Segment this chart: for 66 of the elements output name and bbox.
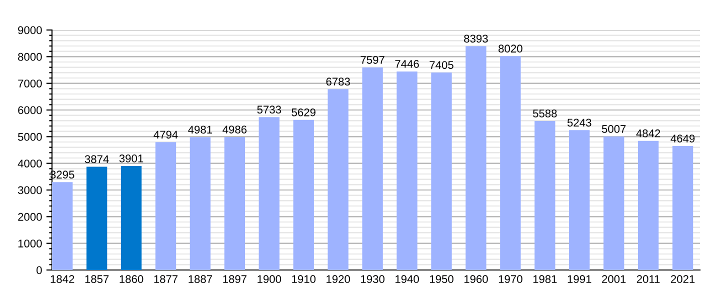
x-tick-label: 2011 [636, 275, 660, 284]
data-label: 5588 [532, 110, 557, 118]
bar [534, 120, 556, 270]
x-tick-label: 1900 [258, 275, 282, 284]
bar [603, 136, 624, 270]
data-label: 5243 [567, 118, 592, 127]
x-tick-label: 1970 [498, 275, 522, 284]
bar [258, 117, 280, 270]
data-label: 7597 [360, 56, 384, 64]
y-tick-label: 8000 [18, 52, 42, 61]
x-tick-label: 1887 [188, 275, 212, 284]
x-tick-label: 1960 [464, 275, 488, 284]
bar [190, 137, 211, 270]
bar [431, 72, 452, 270]
y-tick-label: 5000 [18, 132, 42, 141]
y-tick-label: 9000 [18, 26, 42, 34]
x-tick-label: 2001 [602, 275, 626, 284]
data-label: 7405 [430, 61, 454, 69]
data-label: 3874 [84, 155, 109, 164]
data-label: 4794 [154, 130, 178, 139]
x-tick-label: 1940 [396, 275, 419, 284]
data-label: 5629 [292, 108, 316, 116]
x-tick-label: 1857 [85, 275, 109, 284]
bar [500, 56, 521, 270]
bar [120, 166, 142, 270]
data-label: 6783 [326, 78, 350, 86]
bar [328, 89, 348, 270]
data-label: 3901 [119, 154, 144, 162]
data-label: 5733 [257, 106, 282, 114]
x-tick-label: 1910 [292, 275, 316, 284]
x-tick-label: 1877 [154, 275, 178, 284]
y-tick-label: 0 [36, 266, 42, 274]
bar [293, 120, 314, 270]
data-label: 4986 [222, 126, 247, 134]
bar [155, 142, 176, 270]
y-tick-label: 6000 [18, 106, 42, 114]
bar [569, 130, 590, 270]
bar [224, 137, 246, 270]
data-label: 4981 [188, 126, 212, 134]
x-tick-label: 2021 [670, 275, 695, 284]
y-tick-label: 7000 [18, 80, 42, 88]
data-label: 8020 [498, 44, 522, 53]
bar [396, 71, 418, 270]
x-tick-label: 1930 [361, 275, 384, 284]
data-label: 5007 [602, 125, 626, 133]
x-tick-label: 1897 [223, 275, 246, 284]
data-label: 4842 [636, 129, 660, 138]
data-label: 8393 [464, 34, 488, 43]
x-tick-label: 1991 [568, 275, 592, 284]
y-tick-label: 3000 [18, 186, 42, 194]
data-label: 4649 [670, 134, 695, 142]
bar [86, 166, 108, 270]
x-tick-label: 1981 [533, 275, 557, 284]
y-tick-label: 1000 [18, 240, 42, 248]
data-label: 7446 [395, 60, 419, 68]
x-tick-label: 1842 [50, 275, 74, 284]
y-tick-label: 4000 [18, 160, 42, 168]
bar [466, 46, 486, 270]
x-tick-label: 1950 [430, 275, 454, 284]
bar [52, 182, 73, 270]
bar [672, 146, 694, 270]
y-tick-label: 2000 [18, 212, 42, 221]
bar [362, 67, 383, 270]
bar [638, 140, 659, 270]
x-tick-label: 1860 [120, 275, 144, 284]
x-tick-label: 1920 [326, 275, 350, 284]
